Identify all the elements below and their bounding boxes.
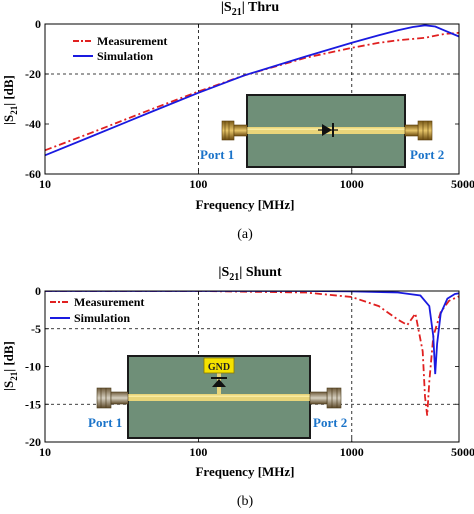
- chart-a-ylabel: |S21| [dB]: [1, 75, 19, 125]
- x-tick-label: 10: [39, 177, 51, 191]
- x-tick-label: 100: [189, 177, 207, 191]
- series-simulation-line: [45, 24, 459, 157]
- series-measurement-line: [45, 31, 459, 152]
- chart-b-port-1-label: Port 1: [88, 415, 122, 430]
- x-tick-label: 1000: [340, 177, 364, 191]
- legend-b-measurement-label: Measurement: [74, 295, 144, 309]
- x-tick-label: 5000: [451, 445, 474, 459]
- caption-a: (a): [237, 227, 253, 242]
- chart-a-diode-symbol: [318, 123, 338, 137]
- y-tick-label: -60: [25, 167, 41, 181]
- y-tick-label: -5: [31, 322, 41, 336]
- y-tick-label: -10: [25, 360, 41, 374]
- chart-b-title: |S21| Shunt: [218, 265, 282, 283]
- chart-a-plot-frame: [44, 23, 460, 175]
- y-tick-label: -15: [25, 397, 41, 411]
- chart-b-legend: Measurement Simulation: [50, 295, 144, 325]
- chart-b-xlabel: Frequency [MHz]: [195, 464, 294, 479]
- chart-a-right-connector: [404, 120, 433, 141]
- chart-a-xlabel: Frequency [MHz]: [195, 197, 294, 212]
- y-tick-label: -40: [25, 117, 41, 131]
- y-tick-label: 0: [35, 17, 41, 31]
- chart-a-title: |S21| Thru: [221, 0, 280, 18]
- y-tick-label: -20: [25, 67, 41, 81]
- chart-a-port-2-label: Port 2: [410, 147, 444, 162]
- y-tick-label: -20: [25, 435, 41, 449]
- x-tick-label: 100: [189, 445, 207, 459]
- legend-a-simulation-label: Simulation: [97, 49, 153, 63]
- chart-b: |S21| Shunt: [1, 265, 474, 479]
- chart-a-inset-photo: [221, 94, 433, 168]
- x-tick-label: 5000: [451, 177, 474, 191]
- chart-a-ticks: 10 100 1000 5000 -60 -40 -20 0: [25, 17, 474, 191]
- chart-b-right-connector: [309, 387, 342, 409]
- chart-a: |S21| Thru P: [1, 0, 474, 212]
- chart-b-ticks: 10 100 1000 5000 -20 -15 -10 -5 0: [25, 284, 474, 459]
- chart-b-gnd-label: GND: [208, 362, 230, 373]
- chart-b-ylabel: |S21| [dB]: [1, 341, 19, 391]
- chart-a-port-1-label: Port 1: [200, 147, 234, 162]
- x-tick-label: 10: [39, 445, 51, 459]
- legend-b-simulation-label: Simulation: [74, 311, 130, 325]
- chart-a-legend: Measurement Simulation: [73, 34, 167, 63]
- chart-b-left-connector: [96, 387, 129, 409]
- chart-a-series-group: [45, 24, 459, 157]
- chart-a-left-connector: [221, 120, 248, 141]
- legend-a-measurement-label: Measurement: [97, 34, 167, 48]
- chart-b-inset-photo: [96, 355, 342, 439]
- y-tick-label: 0: [35, 284, 41, 298]
- caption-b: (b): [237, 494, 254, 509]
- x-tick-label: 1000: [340, 445, 364, 459]
- chart-b-diode-symbol: [211, 377, 227, 387]
- chart-b-port-2-label: Port 2: [313, 415, 347, 430]
